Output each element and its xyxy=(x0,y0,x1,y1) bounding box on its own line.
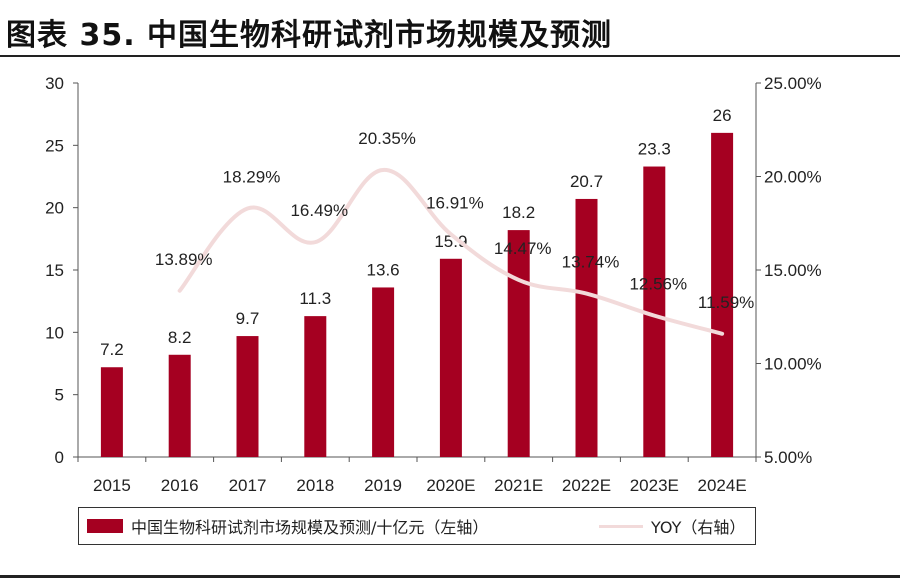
bar xyxy=(236,336,259,457)
x-tick-label: 2024E xyxy=(698,476,747,495)
bar-data-label: 7.2 xyxy=(100,340,124,359)
legend-swatch-bar xyxy=(87,519,123,533)
yoy-data-label: 18.29% xyxy=(223,167,281,186)
legend-label-line: YOY（右轴） xyxy=(651,518,746,537)
bar xyxy=(100,367,123,457)
x-tick-label: 2023E xyxy=(630,476,679,495)
legend-label-bar: 中国生物科研试剂市场规模及预测/十亿元（左轴） xyxy=(131,518,489,537)
bar xyxy=(575,198,598,457)
y-left-tick-label: 30 xyxy=(45,74,64,93)
bottom-rule xyxy=(0,575,900,578)
y-left-tick-label: 25 xyxy=(45,136,64,155)
bar-data-label: 23.3 xyxy=(638,140,671,159)
y-left-tick-label: 5 xyxy=(55,386,64,405)
title-rule xyxy=(0,55,900,57)
y-left-tick-label: 10 xyxy=(45,323,64,342)
x-tick-label: 2022E xyxy=(562,476,611,495)
legend-swatch-line xyxy=(599,524,643,528)
bar-data-label: 9.7 xyxy=(236,309,260,328)
bar xyxy=(372,287,395,457)
y-right-tick-label: 10.00% xyxy=(764,355,822,374)
yoy-line xyxy=(177,167,725,336)
bar-data-label: 18.2 xyxy=(502,203,535,222)
y-left-tick-label: 20 xyxy=(45,199,64,218)
legend-item-line: YOY（右轴） xyxy=(599,514,745,538)
y-right-tick-label: 5.00% xyxy=(764,448,812,467)
bar xyxy=(168,354,191,457)
legend: 中国生物科研试剂市场规模及预测/十亿元（左轴） YOY（右轴） xyxy=(78,507,756,545)
yoy-data-label: 13.74% xyxy=(562,253,620,272)
x-tick-label: 2018 xyxy=(296,476,334,495)
bar xyxy=(439,258,462,457)
x-tick-label: 2020E xyxy=(426,476,475,495)
chart-title: 图表 35. 中国生物科研试剂市场规模及预测 xyxy=(6,18,613,53)
bar-data-label: 20.7 xyxy=(570,172,603,191)
yoy-data-label: 13.89% xyxy=(155,250,213,269)
bar xyxy=(304,316,327,457)
bar xyxy=(507,230,530,457)
yoy-data-label: 16.49% xyxy=(290,201,348,220)
x-tick-label: 2015 xyxy=(93,476,131,495)
yoy-data-label: 11.59% xyxy=(698,293,754,312)
yoy-data-label: 20.35% xyxy=(358,129,416,148)
x-tick-label: 2021E xyxy=(494,476,543,495)
bar-data-label: 15.9 xyxy=(434,232,467,251)
y-left-tick-label: 15 xyxy=(45,261,64,280)
yoy-data-label: 12.56% xyxy=(629,275,687,294)
yoy-data-label: 14.47% xyxy=(494,239,552,258)
x-tick-label: 2017 xyxy=(229,476,267,495)
x-tick-label: 2016 xyxy=(161,476,199,495)
bar xyxy=(711,132,734,457)
y-right-tick-label: 15.00% xyxy=(764,261,822,280)
bar-data-label: 11.3 xyxy=(299,289,331,308)
bar-data-label: 13.6 xyxy=(367,260,400,279)
bar xyxy=(643,166,666,457)
bar-data-label: 26 xyxy=(713,106,732,125)
bar-data-label: 8.2 xyxy=(168,328,192,347)
y-left-tick-label: 0 xyxy=(55,448,64,467)
y-right-tick-label: 25.00% xyxy=(764,74,822,93)
legend-item-bar: 中国生物科研试剂市场规模及预测/十亿元（左轴） xyxy=(87,514,488,538)
y-right-tick-label: 20.00% xyxy=(764,168,822,187)
yoy-data-label: 16.91% xyxy=(426,193,484,212)
x-tick-label: 2019 xyxy=(364,476,402,495)
